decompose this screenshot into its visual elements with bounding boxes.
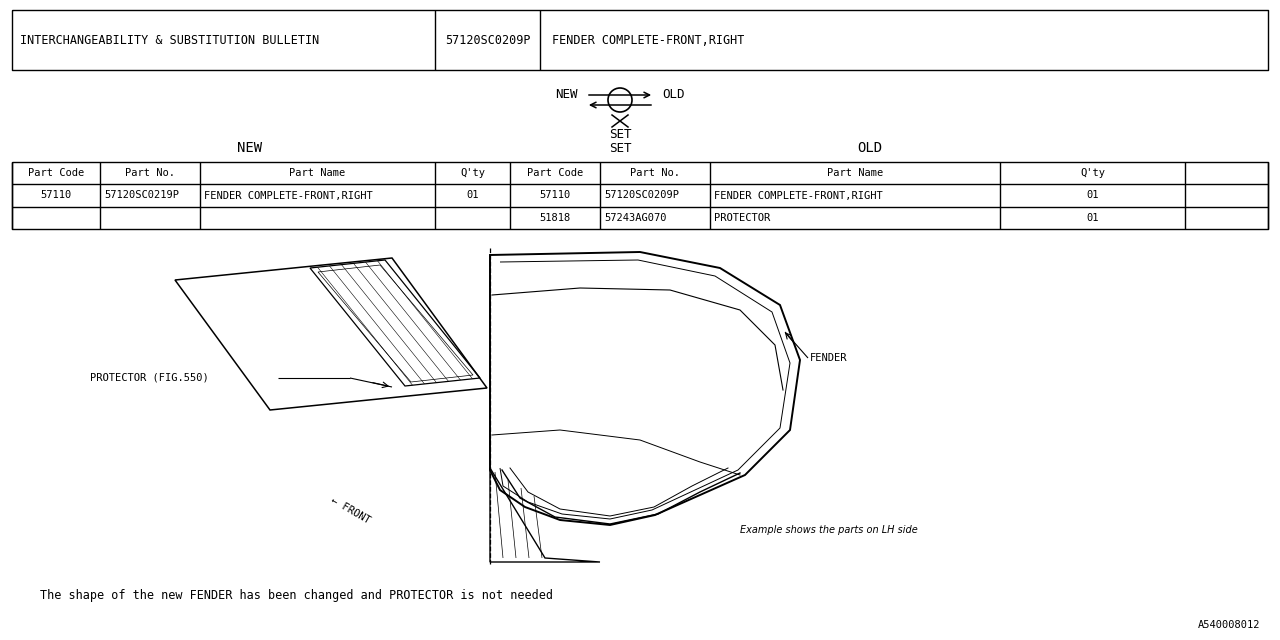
Text: Part Name: Part Name <box>289 168 346 178</box>
Text: 57243AG070: 57243AG070 <box>604 213 667 223</box>
Text: Example shows the parts on LH side: Example shows the parts on LH side <box>740 525 918 535</box>
Text: Part Name: Part Name <box>827 168 883 178</box>
Text: 01: 01 <box>1087 191 1098 200</box>
Text: 57120SC0219P: 57120SC0219P <box>104 191 179 200</box>
Text: 57120SC0209P: 57120SC0209P <box>604 191 678 200</box>
Text: Part Code: Part Code <box>527 168 584 178</box>
Text: FENDER COMPLETE-FRONT,RIGHT: FENDER COMPLETE-FRONT,RIGHT <box>714 191 883 200</box>
Text: 01: 01 <box>466 191 479 200</box>
Text: Q'ty: Q'ty <box>1080 168 1105 178</box>
Text: INTERCHANGEABILITY & SUBSTITUTION BULLETIN: INTERCHANGEABILITY & SUBSTITUTION BULLET… <box>20 33 319 47</box>
Text: ← FRONT: ← FRONT <box>329 495 371 525</box>
Text: Q'ty: Q'ty <box>460 168 485 178</box>
Text: FENDER COMPLETE-FRONT,RIGHT: FENDER COMPLETE-FRONT,RIGHT <box>204 191 372 200</box>
Text: OLD: OLD <box>858 141 883 155</box>
Text: 51818: 51818 <box>539 213 571 223</box>
Text: Part Code: Part Code <box>28 168 84 178</box>
Text: A540008012: A540008012 <box>1198 620 1260 630</box>
Text: 01: 01 <box>1087 213 1098 223</box>
Text: PROTECTOR: PROTECTOR <box>714 213 771 223</box>
Text: OLD: OLD <box>662 88 685 102</box>
Text: NEW: NEW <box>556 88 579 102</box>
Text: SET: SET <box>609 141 631 154</box>
Text: FENDER COMPLETE-FRONT,RIGHT: FENDER COMPLETE-FRONT,RIGHT <box>552 33 745 47</box>
Text: FENDER: FENDER <box>810 353 847 363</box>
Text: PROTECTOR (FIG.550): PROTECTOR (FIG.550) <box>90 373 209 383</box>
Text: SET: SET <box>609 127 631 141</box>
Text: NEW: NEW <box>237 141 262 155</box>
Text: The shape of the new FENDER has been changed and PROTECTOR is not needed: The shape of the new FENDER has been cha… <box>40 589 553 602</box>
Text: 57110: 57110 <box>539 191 571 200</box>
Text: Part No.: Part No. <box>125 168 175 178</box>
Text: 57110: 57110 <box>41 191 72 200</box>
Text: Part No.: Part No. <box>630 168 680 178</box>
Text: 57120SC0209P: 57120SC0209P <box>444 33 530 47</box>
